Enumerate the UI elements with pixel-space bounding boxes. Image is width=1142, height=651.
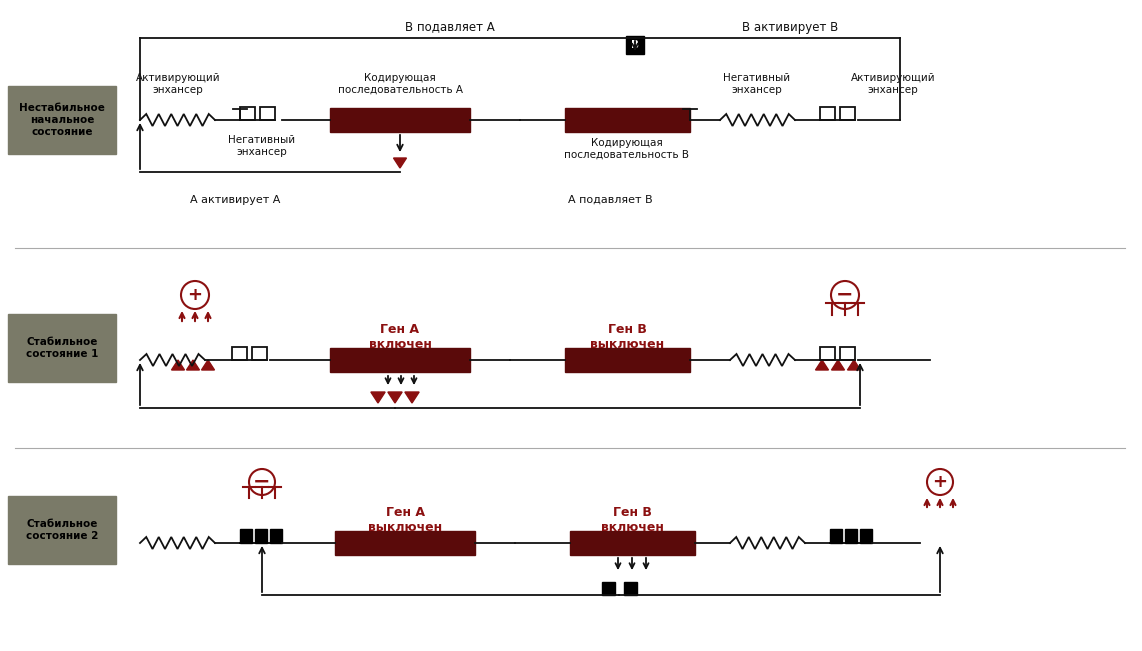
Text: −: − xyxy=(254,472,271,492)
Bar xyxy=(270,529,282,543)
Text: Ген В
выключен: Ген В выключен xyxy=(590,323,664,351)
Text: В: В xyxy=(632,40,640,50)
Bar xyxy=(232,347,247,360)
Bar xyxy=(841,347,855,360)
Text: В активирует В: В активирует В xyxy=(742,20,838,33)
Text: Ген А
выключен: Ген А выключен xyxy=(368,506,442,534)
Bar xyxy=(330,348,471,372)
Polygon shape xyxy=(847,360,861,370)
Bar xyxy=(565,108,690,132)
Polygon shape xyxy=(371,392,385,403)
Bar xyxy=(335,531,475,555)
Bar xyxy=(565,348,690,372)
Text: +: + xyxy=(933,473,948,491)
Polygon shape xyxy=(405,392,419,403)
Bar xyxy=(626,36,644,54)
Polygon shape xyxy=(201,360,215,370)
Bar xyxy=(570,531,695,555)
Bar xyxy=(830,529,842,543)
Polygon shape xyxy=(831,360,844,370)
Text: Ген В
включен: Ген В включен xyxy=(601,506,664,534)
Bar xyxy=(252,347,267,360)
Text: В подавляет А: В подавляет А xyxy=(405,20,494,33)
Bar xyxy=(255,529,267,543)
Text: +: + xyxy=(187,286,202,304)
Text: Негативный
энхансер: Негативный энхансер xyxy=(228,135,296,157)
Bar xyxy=(841,107,855,120)
Bar xyxy=(8,496,116,564)
Bar xyxy=(624,581,636,594)
Bar xyxy=(820,107,835,120)
Bar xyxy=(820,347,835,360)
Text: А активирует А: А активирует А xyxy=(190,195,280,205)
Text: Кодирующая
последовательность А: Кодирующая последовательность А xyxy=(338,74,463,95)
Bar xyxy=(240,529,252,543)
Polygon shape xyxy=(186,360,200,370)
Bar xyxy=(8,86,116,154)
Text: А подавляет В: А подавляет В xyxy=(568,195,652,205)
Bar xyxy=(330,108,471,132)
Bar xyxy=(260,107,275,120)
Bar xyxy=(860,529,872,543)
Text: Активирующий
энхансер: Активирующий энхансер xyxy=(851,74,935,95)
Bar xyxy=(602,581,614,594)
Text: Стабильное
состояние 1: Стабильное состояние 1 xyxy=(26,337,98,359)
Bar xyxy=(8,314,116,382)
Text: Нестабильное
начальное
состояние: Нестабильное начальное состояние xyxy=(19,104,105,137)
Text: −: − xyxy=(836,285,854,305)
Text: Негативный
энхансер: Негативный энхансер xyxy=(723,74,790,95)
Polygon shape xyxy=(394,158,407,168)
Text: Ген А
включен: Ген А включен xyxy=(369,323,432,351)
Text: Активирующий
энхансер: Активирующий энхансер xyxy=(136,74,220,95)
Bar xyxy=(845,529,856,543)
Text: Кодирующая
последовательность В: Кодирующая последовательность В xyxy=(564,138,690,159)
Polygon shape xyxy=(171,360,185,370)
Polygon shape xyxy=(388,392,402,403)
Text: Стабильное
состояние 2: Стабильное состояние 2 xyxy=(26,519,98,541)
Polygon shape xyxy=(815,360,828,370)
Bar xyxy=(240,107,255,120)
